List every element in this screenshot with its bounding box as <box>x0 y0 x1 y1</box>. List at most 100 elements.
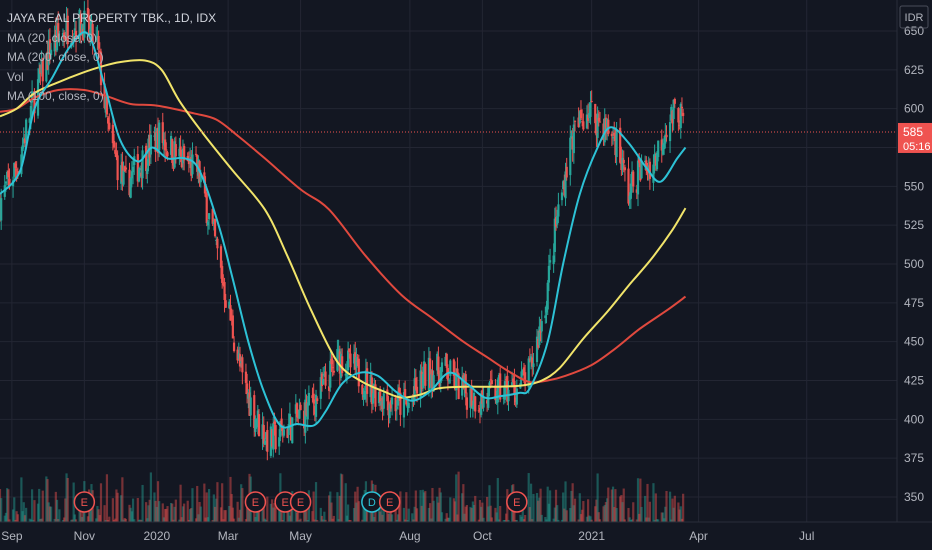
candle-body <box>281 425 284 436</box>
volume-bar <box>610 489 613 522</box>
candle-body <box>263 440 267 445</box>
volume-bar <box>145 502 148 522</box>
volume-bar <box>621 502 624 522</box>
candle-body <box>116 155 119 181</box>
candle-body <box>336 348 339 371</box>
candle-body <box>99 51 103 86</box>
candle-body <box>522 367 526 376</box>
candle-body <box>137 168 141 182</box>
earnings-marker-label: E <box>513 497 520 509</box>
volume-bar <box>104 519 107 522</box>
volume-bar <box>590 519 593 522</box>
volume-bar <box>623 519 627 522</box>
candle-body <box>444 356 447 366</box>
volume-bar <box>169 502 173 522</box>
candle-body <box>629 183 632 199</box>
volume-bar <box>396 514 400 522</box>
candle-body <box>65 18 68 36</box>
candle-body <box>456 368 459 373</box>
candle-body <box>563 180 566 196</box>
volume-bar <box>546 486 549 522</box>
volume-bar <box>545 519 548 522</box>
volume-bar <box>4 512 8 522</box>
volume-bar <box>632 502 635 522</box>
volume-bar <box>548 490 552 522</box>
volume-bar <box>665 490 668 522</box>
volume-bar <box>598 519 602 522</box>
volume-bar <box>615 507 618 522</box>
volume-bar <box>30 489 34 522</box>
volume-bar <box>15 511 18 522</box>
volume-bar <box>103 505 106 522</box>
volume-bar <box>594 506 597 522</box>
candle-body <box>673 98 676 104</box>
volume-bar <box>32 519 35 522</box>
volume-bar <box>560 519 564 522</box>
volume-bar <box>535 493 539 522</box>
candle-body <box>337 348 340 354</box>
candle-body <box>231 315 234 339</box>
legend-volume: Vol <box>7 69 24 84</box>
volume-bar <box>25 507 28 522</box>
candle-body <box>48 39 51 59</box>
candle-body <box>22 139 25 144</box>
candle-body <box>571 136 574 150</box>
volume-bar <box>164 509 167 522</box>
volume-bar <box>595 499 598 522</box>
candle-body <box>316 398 319 402</box>
volume-bar <box>253 507 256 522</box>
candle-body <box>490 380 493 384</box>
volume-bar <box>657 519 660 522</box>
candle-body <box>465 397 469 410</box>
candle-body <box>58 39 61 41</box>
volume-bar <box>46 479 49 522</box>
candle-body <box>40 58 43 74</box>
price-axis-tick: 425 <box>904 374 924 388</box>
candle-body <box>240 361 243 364</box>
volume-bar <box>133 519 136 522</box>
volume-bar <box>221 483 224 522</box>
volume-bar <box>462 484 465 522</box>
candle-body <box>208 213 211 220</box>
candle-body <box>440 362 444 372</box>
volume-bar <box>166 506 169 522</box>
candle-body <box>538 326 541 346</box>
candle-body <box>366 368 369 394</box>
candle-body <box>638 157 641 163</box>
candle-body <box>371 393 375 404</box>
candle-body <box>657 140 660 158</box>
volume-bar <box>146 518 149 522</box>
candle-body <box>314 394 318 417</box>
volume-bar <box>627 507 630 522</box>
volume-bar <box>446 517 450 522</box>
volume-bar <box>112 519 116 522</box>
candle-body <box>348 348 351 353</box>
earnings-marker <box>289 491 312 513</box>
candle-body <box>73 28 76 35</box>
volume-bar <box>22 502 25 522</box>
candle-body <box>394 397 397 412</box>
volume-bar <box>345 515 349 522</box>
volume-bar <box>648 501 651 522</box>
candle-body <box>471 405 474 410</box>
candle-body <box>61 32 65 37</box>
volume-bar <box>664 506 667 522</box>
volume-bar <box>453 501 457 522</box>
volume-bar <box>431 487 434 522</box>
candle-body <box>660 139 663 151</box>
price-axis-tick: 375 <box>904 451 924 465</box>
volume-bar <box>447 517 451 522</box>
candle-body <box>154 132 157 152</box>
candle-body <box>672 99 675 120</box>
candle-body <box>529 356 533 361</box>
candle-body <box>257 414 261 437</box>
candle-body <box>424 363 427 386</box>
candle-body <box>96 36 99 41</box>
volume-bar <box>480 506 483 522</box>
candle-body <box>421 374 425 388</box>
candle-body <box>41 58 44 82</box>
candle-body <box>4 181 8 184</box>
candle-body <box>269 426 272 456</box>
